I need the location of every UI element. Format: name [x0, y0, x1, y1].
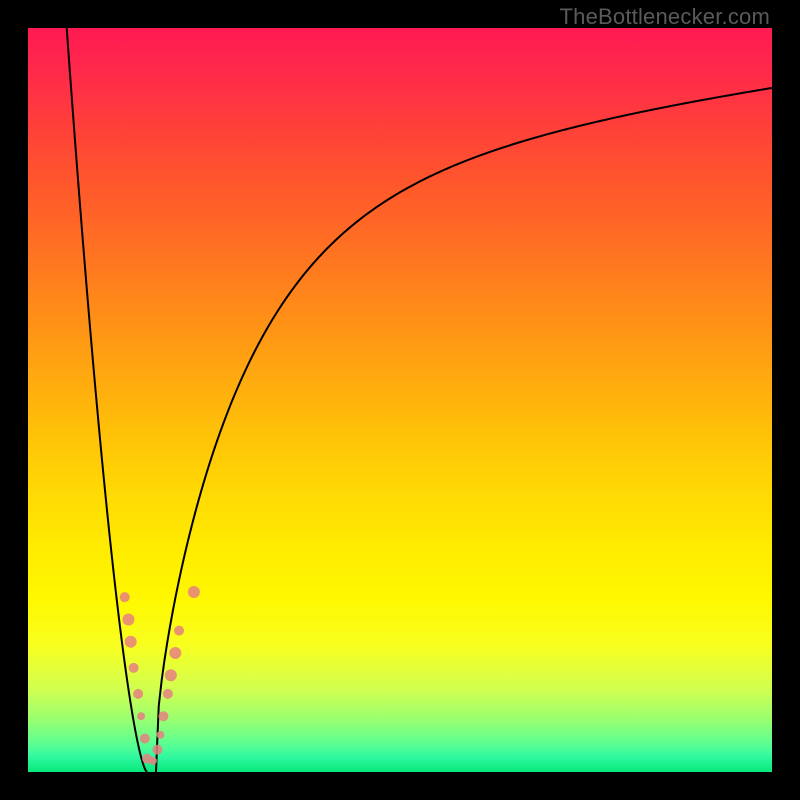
- data-marker: [129, 663, 139, 673]
- data-marker: [149, 757, 157, 765]
- data-marker: [125, 636, 137, 648]
- data-marker: [137, 712, 145, 720]
- data-marker: [158, 711, 168, 721]
- data-marker: [165, 669, 177, 681]
- chart-container: TheBottlenecker.com: [0, 0, 800, 800]
- data-marker: [188, 586, 200, 598]
- data-marker: [163, 689, 173, 699]
- data-marker: [122, 613, 134, 625]
- data-marker: [120, 592, 130, 602]
- data-marker: [169, 647, 181, 659]
- data-marker: [140, 734, 150, 744]
- plot-area: [28, 28, 772, 772]
- data-marker: [156, 731, 164, 739]
- data-marker: [174, 626, 184, 636]
- watermark-text: TheBottlenecker.com: [560, 4, 770, 30]
- data-marker: [152, 745, 162, 755]
- data-marker: [133, 689, 143, 699]
- bottleneck-curve: [28, 28, 772, 772]
